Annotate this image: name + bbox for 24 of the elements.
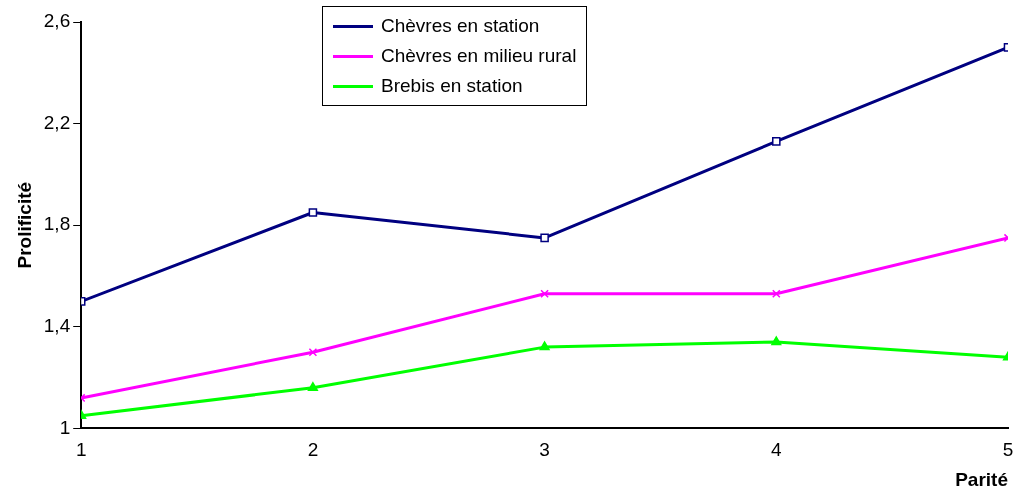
point xyxy=(308,208,318,217)
y-tick-label: 2,6 xyxy=(43,10,71,32)
x-tick-label: 1 xyxy=(75,439,87,461)
y-tick-label: 1,8 xyxy=(43,213,71,235)
legend-label: Brebis en station xyxy=(381,75,523,97)
point xyxy=(540,289,549,299)
point xyxy=(539,341,550,351)
x-axis-title: Parité xyxy=(955,468,1008,490)
point xyxy=(307,382,318,392)
legend-label: Chèvres en milieu rural xyxy=(381,45,577,67)
x-tick-label: 5 xyxy=(1002,439,1014,461)
point xyxy=(540,233,549,243)
y-tick-label: 1,4 xyxy=(43,315,71,337)
point xyxy=(772,289,781,299)
y-tick-label: 1 xyxy=(59,416,71,438)
x-tick-label: 4 xyxy=(771,439,783,461)
point xyxy=(308,347,318,357)
point xyxy=(771,336,782,346)
y-tick-label: 2,2 xyxy=(43,111,71,133)
x-tick-label: 3 xyxy=(539,439,550,461)
legend-label: Chèvres en station xyxy=(381,15,540,37)
y-axis-title: Prolificité xyxy=(13,181,35,269)
point xyxy=(772,137,781,146)
x-tick-label: 2 xyxy=(307,439,319,461)
